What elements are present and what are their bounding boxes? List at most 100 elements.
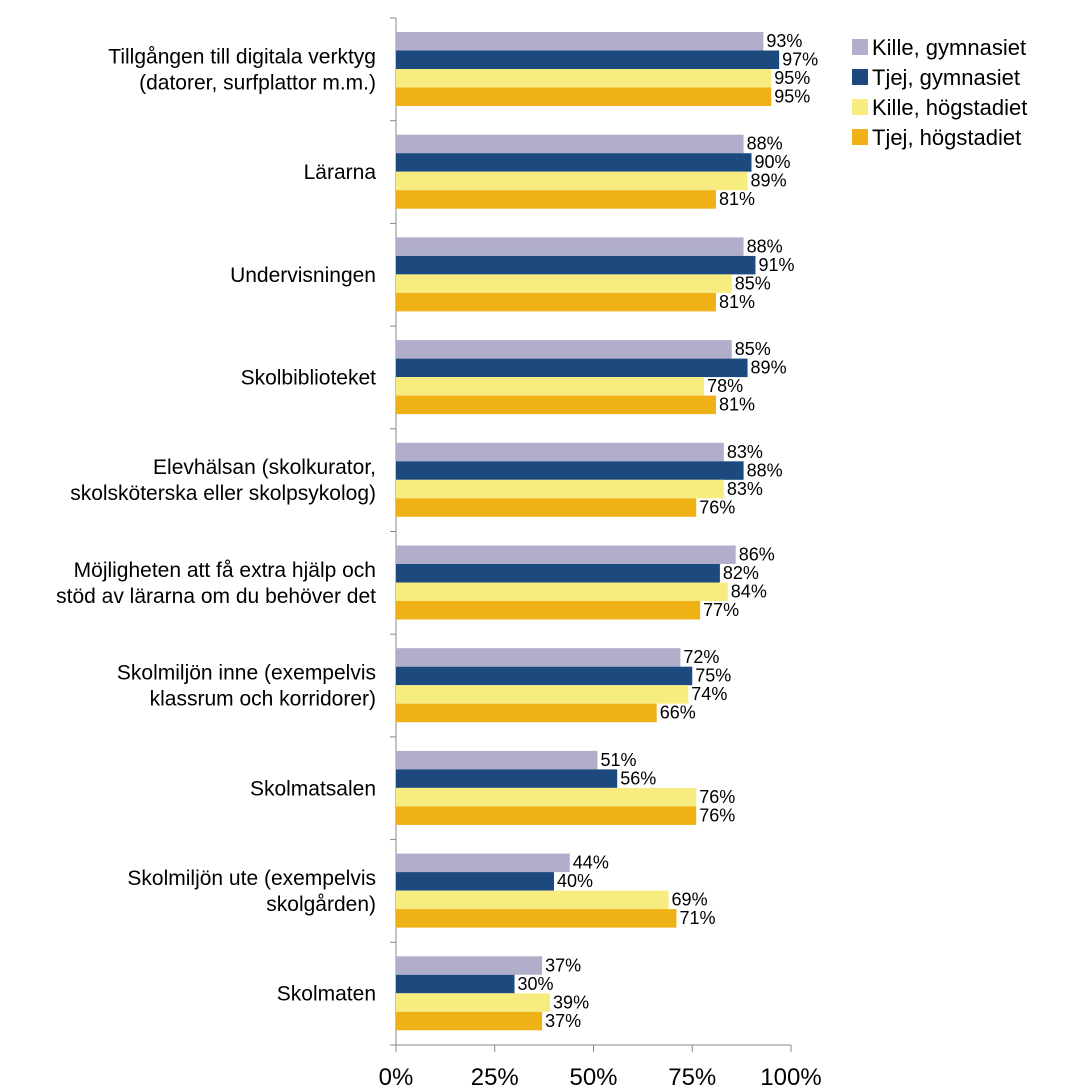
data-label: 76% [699,787,735,807]
data-label: 72% [683,647,719,667]
bar [396,292,716,312]
bar [396,50,780,69]
bar [396,890,669,910]
bar [396,703,657,723]
data-label: 76% [699,497,735,517]
legend-swatch [852,39,868,55]
category-label: Elevhälsan (skolkurator, skolsköterska el… [70,456,376,505]
chart-bars [396,32,780,1031]
data-label: 95% [774,87,810,107]
bar [396,237,744,256]
bar [396,358,748,378]
data-label: 88% [747,236,783,256]
category-label: Lärarna [304,161,377,184]
legend-swatch [852,69,868,85]
bar [396,69,772,88]
bar [396,909,677,928]
bar [396,750,598,770]
bar [396,134,744,154]
bar [396,993,551,1012]
x-tick-label: 25% [471,1064,519,1088]
bar [396,255,756,275]
bar [396,395,716,415]
data-label: 90% [755,152,791,172]
data-label: 81% [719,395,755,415]
data-label: 37% [545,955,581,975]
data-label: 95% [774,68,810,88]
data-label: 56% [620,768,656,788]
category-label: Skolbiblioteket [241,366,377,389]
bar [396,601,701,620]
bar [396,545,736,564]
category-label: Möjligheten att få extra hjälp och stöd a… [56,559,376,608]
value-labels: 93%97%95%95%88%90%89%81%88%91%85%81%85%8… [518,31,819,1031]
legend-label: Kille, högstadiet [872,95,1027,120]
category-label-line: Skolbiblioteket [241,366,377,389]
category-label-line: Skolmatsalen [250,777,376,800]
data-label: 78% [707,376,743,396]
legend: Kille, gymnasiet Tjej, gymnasiet Kille, hö… [852,35,1027,150]
category-label-line: Skolmiljön inne (exempelvis [117,662,376,685]
bar [396,806,697,825]
category-label-line: Möjligheten att få extra hjälp och [74,559,376,582]
data-label: 30% [518,974,554,994]
data-label: 37% [545,1011,581,1031]
category-label-line: Skolmaten [277,983,376,1006]
data-label: 75% [695,666,731,686]
category-label-line: Skolmiljön ute (exempelvis [127,867,376,890]
data-label: 97% [782,50,818,70]
data-label: 81% [719,292,755,312]
category-label-line: skolsköterska eller skolpsykolog) [70,482,376,505]
x-axis-ticks: 0% 25% 50% 75% 100% [379,1045,822,1088]
bar [396,442,724,462]
legend-swatch [852,99,868,115]
data-label: 83% [727,442,763,462]
data-label: 89% [751,358,787,378]
bar [396,769,618,788]
bar [396,582,728,601]
category-label-line: Undervisningen [230,264,376,287]
data-label: 85% [735,339,771,359]
bar [396,340,732,359]
data-label: 71% [679,908,715,928]
legend-label: Tjej, högstadiet [872,125,1021,150]
category-label-line: (datorer, surfplattor m.m.) [139,71,376,94]
data-label: 51% [600,750,636,770]
data-label: 89% [751,171,787,191]
data-label: 86% [739,545,775,565]
data-label: 82% [723,563,759,583]
bar [396,274,732,293]
bar [396,787,697,807]
data-label: 39% [553,992,589,1012]
category-label-line: Elevhälsan (skolkurator, [153,456,376,479]
category-label-line: klassrum och korridorer) [150,688,376,711]
x-tick-label: 75% [668,1064,716,1088]
data-label: 69% [672,890,708,910]
category-labels: Tillgången till digitala verktyg (datorer… [56,45,376,1005]
data-label: 77% [703,600,739,620]
data-label: 84% [731,582,767,602]
x-tick-label: 50% [569,1064,617,1088]
data-label: 40% [557,871,593,891]
data-label: 83% [727,479,763,499]
legend-label: Tjej, gymnasiet [872,65,1020,90]
bar [396,853,570,873]
bar [396,648,681,667]
bar [396,498,697,517]
data-label: 74% [691,684,727,704]
data-label: 81% [719,189,755,209]
bar [396,685,689,704]
category-label-line: Tillgången till digitala verktyg [108,45,376,68]
category-label: Tillgången till digitala verktyg (datorer… [108,45,376,94]
bar [396,190,716,209]
bar [396,479,724,499]
category-label: Skolmiljön ute (exempelvis skolgården) [127,867,376,916]
category-label: Skolmatsalen [250,777,376,800]
bar [396,171,748,191]
bar [396,1011,543,1031]
legend-label: Kille, gymnasiet [872,35,1026,60]
category-label-line: Lärarna [304,161,377,184]
bar [396,956,543,975]
data-label: 88% [747,460,783,480]
data-label: 66% [660,703,696,723]
